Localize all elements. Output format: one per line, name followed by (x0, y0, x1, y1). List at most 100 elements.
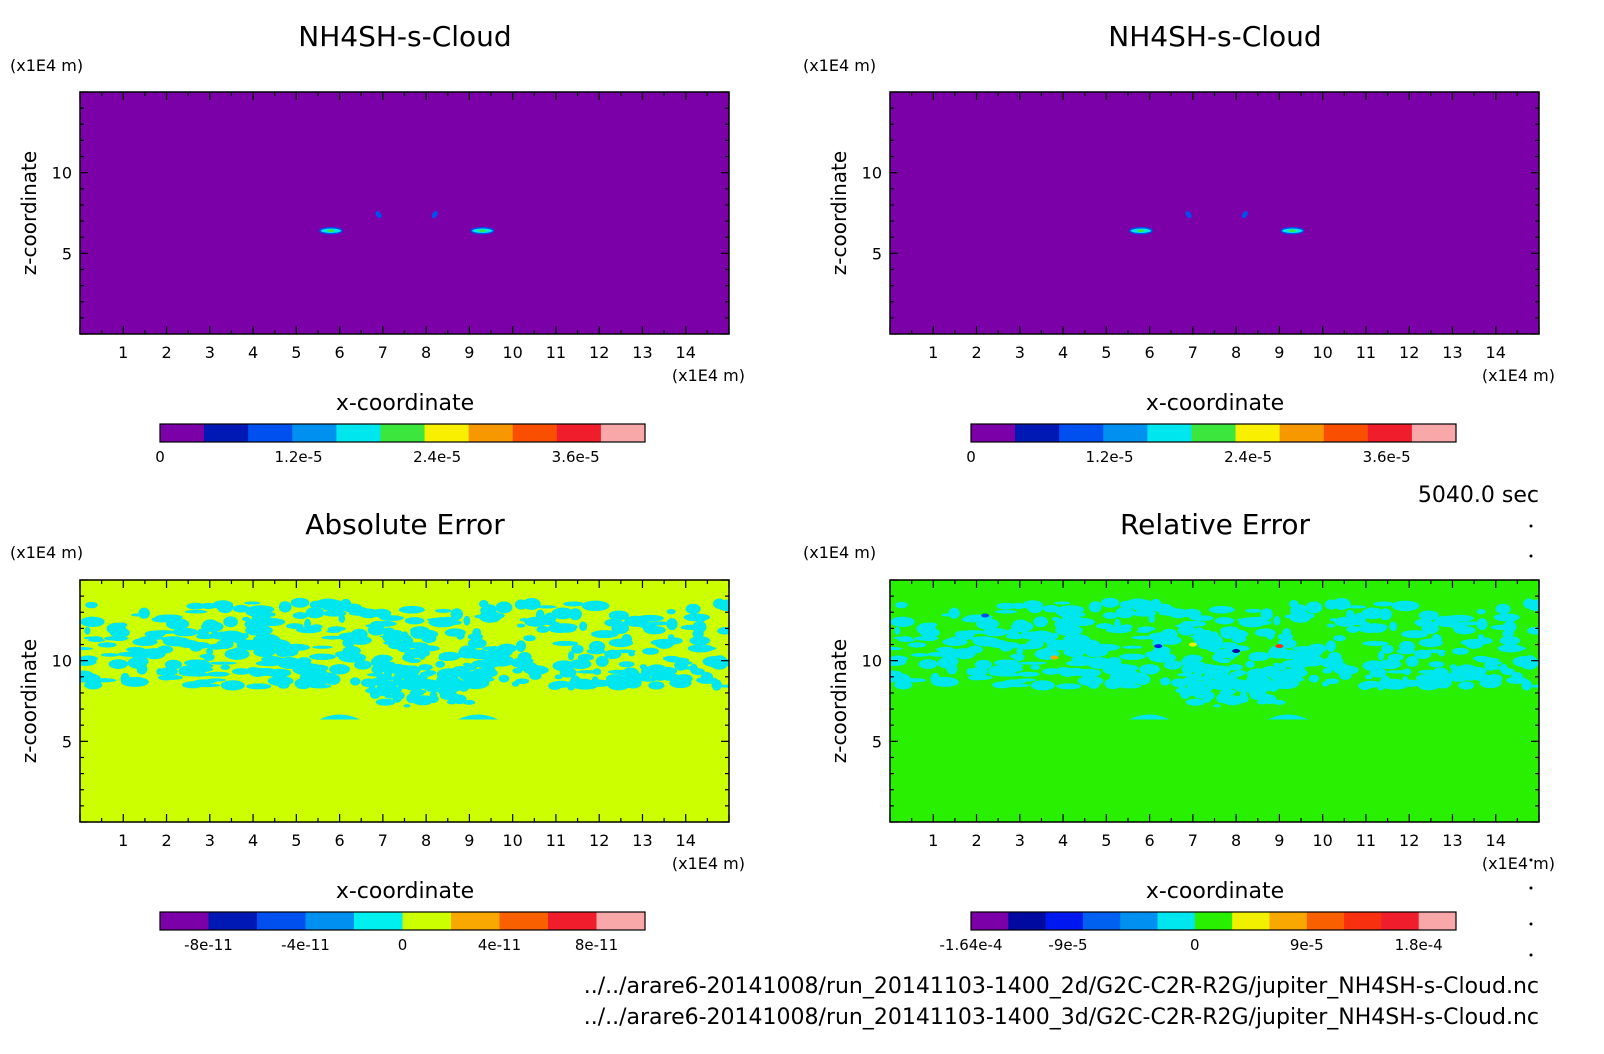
error-patch (474, 614, 487, 619)
error-spot (1050, 655, 1059, 660)
x-tick-label: 6 (335, 343, 345, 362)
margin-dot (1529, 858, 1533, 862)
cloud-streak (431, 211, 438, 219)
margin-dot (1529, 953, 1533, 957)
x-tick-label: 8 (1231, 343, 1241, 362)
error-patch (961, 616, 983, 623)
error-patch (1476, 618, 1488, 631)
colorbar-segment (971, 424, 1016, 442)
error-patch (1058, 667, 1077, 677)
error-patch (1292, 670, 1303, 682)
x-tick-label: 14 (1486, 831, 1506, 850)
error-patch (334, 651, 351, 658)
x-tick-label: 1 (118, 831, 128, 850)
colorbar-tick-label: 4e-11 (478, 936, 521, 954)
error-patch (1019, 622, 1028, 634)
error-patch (1105, 662, 1127, 671)
x-tick-label: 12 (1399, 343, 1419, 362)
error-patch (890, 616, 915, 628)
error-patch (689, 636, 711, 646)
colorbar-tick-label: 2.4e-5 (1224, 448, 1272, 466)
x-tick-label: 2 (971, 831, 981, 850)
x-tick-label: 9 (1274, 831, 1284, 850)
error-patch (1076, 612, 1086, 617)
error-patch (994, 609, 1018, 614)
y-tick-label: 10 (52, 164, 72, 183)
colorbar-segment (548, 912, 597, 930)
x-axis-label: x-coordinate (1146, 879, 1284, 904)
error-patch (1056, 683, 1082, 690)
y-tick-label: 10 (52, 652, 72, 671)
error-patch (1377, 651, 1385, 661)
error-patch (1325, 640, 1336, 652)
colorbar-segment (451, 912, 500, 930)
error-patch (1320, 658, 1341, 668)
error-patch (1214, 617, 1235, 625)
error-patch (304, 677, 324, 686)
cloud-blob-core (326, 229, 335, 232)
error-patch (1521, 660, 1538, 670)
error-patch (698, 646, 717, 651)
error-patch (462, 699, 476, 705)
colorbar-segment (1418, 912, 1457, 930)
error-patch (1164, 660, 1182, 670)
error-patch (1160, 677, 1171, 686)
error-patch (1061, 614, 1070, 623)
x-tick-label: 11 (546, 831, 566, 850)
colorbar: -1.64e-4 -9e-5 0 9e-5 1.8e-4 (940, 911, 1457, 954)
error-blob (1129, 714, 1170, 720)
file-path-2d: ../../arare6-20141008/run_20141103-1400_… (584, 974, 1539, 999)
error-patch (304, 618, 311, 631)
error-patch (563, 601, 584, 607)
error-patch (1042, 605, 1060, 610)
error-patch (1016, 671, 1040, 677)
error-patch (1425, 677, 1446, 686)
error-patch (1042, 647, 1057, 653)
error-patch (1087, 656, 1112, 669)
colorbar-segment (1194, 912, 1233, 930)
x-tick-label: 3 (205, 831, 215, 850)
error-patch (1250, 674, 1268, 684)
panel-nh4sh-2d: NH4SH-s-Cloud (x1E4 m) z-coordinate (x1E… (10, 20, 745, 466)
colorbar-segment (160, 424, 205, 442)
colorbar-segment (1235, 424, 1281, 442)
error-patch (305, 607, 325, 619)
error-patch (329, 603, 344, 616)
error-patch (996, 602, 1016, 610)
error-patch (717, 627, 729, 635)
error-patch (479, 599, 489, 608)
error-patch (495, 601, 513, 614)
error-patch (1510, 671, 1523, 682)
x-tick-label: 12 (589, 831, 609, 850)
error-patch (375, 698, 396, 706)
error-patch (1332, 598, 1351, 610)
error-patch (1305, 601, 1323, 614)
error-patch (1262, 694, 1277, 705)
colorbar: 0 1.2e-5 2.4e-5 3.6e-5 (155, 423, 646, 466)
colorbar-segment (1323, 424, 1369, 442)
colorbar-segment (512, 424, 558, 442)
colorbar-tick-label: 0 (1190, 936, 1200, 954)
error-patch (241, 632, 249, 639)
error-patch (671, 674, 692, 678)
error-patch (1114, 618, 1121, 631)
error-patch (1019, 661, 1047, 665)
error-patch (1373, 601, 1394, 607)
error-patch (628, 651, 635, 657)
error-patch (178, 670, 206, 677)
error-patch (108, 659, 128, 669)
panel-absolute-error: Absolute Error (x1E4 m) z-coordinate (x1… (10, 508, 745, 954)
error-patch (948, 607, 960, 619)
file-path-3d: ../../arare6-20141008/run_20141103-1400_… (584, 1005, 1539, 1030)
error-patch (266, 612, 276, 617)
error-patch (1214, 636, 1224, 645)
x-tick-label: 8 (1231, 831, 1241, 850)
colorbar-segment (354, 912, 403, 930)
error-patch (510, 658, 531, 668)
error-patch (450, 608, 463, 621)
error-patch (223, 616, 238, 628)
error-patch (971, 636, 995, 643)
colorbar-segment (1103, 424, 1148, 442)
error-patch (1051, 632, 1059, 639)
error-patch (1248, 655, 1263, 662)
